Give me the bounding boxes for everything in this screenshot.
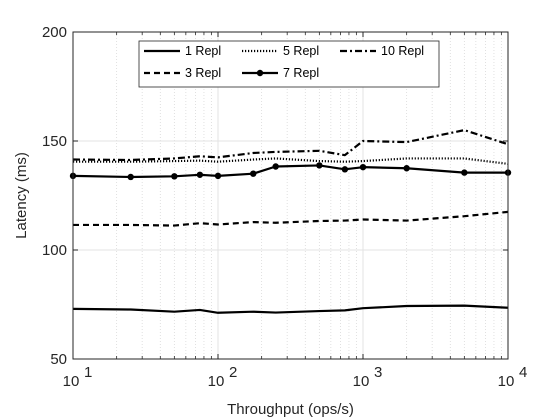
x-tick-label: 103 — [353, 364, 383, 390]
legend-box — [138, 40, 440, 88]
legend-label: 5 Repl — [283, 44, 319, 58]
x-tick-exponent: 3 — [374, 364, 382, 381]
legend-label: 3 Repl — [185, 66, 221, 80]
x-tick-exponent: 2 — [229, 364, 237, 381]
series-1-repl — [72, 304, 509, 314]
x-tick-label: 104 — [498, 364, 528, 390]
legend-label: 10 Repl — [381, 44, 424, 58]
legend-entry: 10 Repl — [340, 44, 424, 58]
x-tick-base: 10 — [63, 373, 80, 390]
y-tick-label: 200 — [42, 24, 67, 41]
series-line — [72, 304, 509, 314]
series-3-repl — [73, 210, 509, 227]
series-point — [196, 171, 204, 178]
series-10-repl — [72, 129, 509, 162]
x-tick-label: 102 — [208, 364, 238, 390]
x-tick-base: 10 — [353, 373, 370, 390]
legend-entry: 5 Repl — [242, 44, 319, 58]
x-axis-label: Throughput (ops/s) — [227, 401, 354, 418]
x-tick-base: 10 — [208, 373, 225, 390]
x-tick-label: 101 — [63, 364, 93, 390]
series-line — [72, 129, 509, 162]
series-7-repl — [69, 162, 512, 181]
legend-entry: 1 Repl — [144, 44, 221, 58]
series-point — [403, 165, 410, 172]
legend: 1 Repl 3 Repl 5 Repl 7 Repl 10 Repl — [138, 40, 440, 88]
legend-entry: 3 Repl — [144, 66, 221, 80]
legend-entry: 7 Repl — [242, 66, 319, 80]
series-line — [73, 210, 509, 227]
series-point — [272, 163, 279, 170]
series-point — [171, 173, 178, 180]
y-tick-labels: 50 100 150 200 — [42, 24, 67, 368]
series-layer — [69, 129, 512, 314]
series-point — [250, 170, 257, 177]
y-axis-label: Latency (ms) — [13, 152, 30, 239]
series-point — [341, 166, 349, 173]
series-point — [127, 173, 134, 181]
y-tick-label: 150 — [42, 133, 67, 150]
x-tick-exponent: 4 — [519, 364, 527, 381]
y-tick-label: 100 — [42, 242, 67, 259]
series-point — [214, 172, 222, 180]
series-point — [461, 169, 468, 176]
x-tick-base: 10 — [498, 373, 515, 390]
axis-ticks — [72, 31, 509, 360]
series-line — [73, 157, 509, 165]
legend-marker-sample — [256, 69, 264, 77]
legend-label: 1 Repl — [185, 44, 221, 58]
legend-label: 7 Repl — [283, 66, 319, 80]
plot-frame — [72, 31, 509, 360]
y-tick-label: 50 — [50, 351, 67, 368]
series-point — [359, 163, 367, 171]
series-point — [316, 162, 323, 169]
x-tick-exponent: 1 — [84, 364, 92, 381]
series-5-repl — [73, 157, 509, 165]
